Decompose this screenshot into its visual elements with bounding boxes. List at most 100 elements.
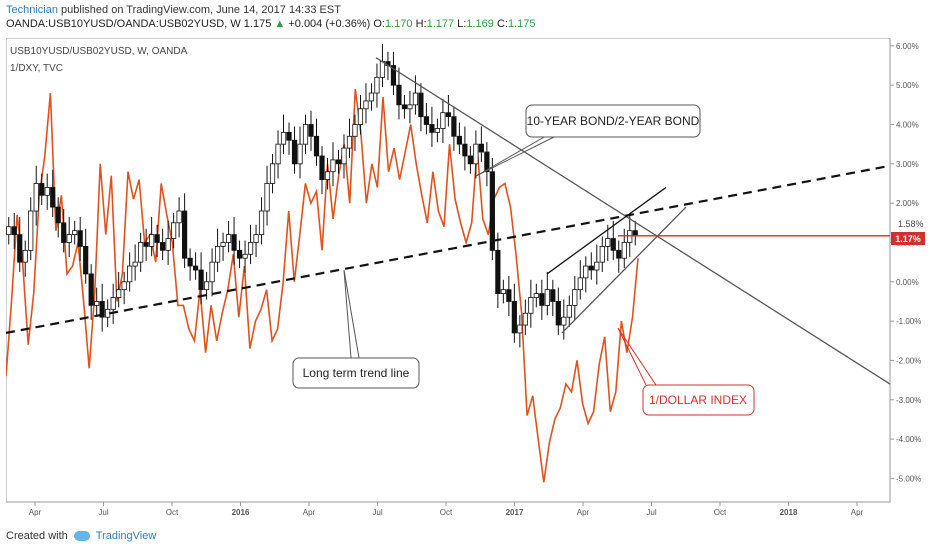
legend-overlay: 1/DXY, TVC (10, 63, 63, 74)
candle (616, 240, 622, 273)
x-tick-label: Jul (372, 508, 382, 517)
legend-main: USB10YUSD/USB02YUSD, W, OANDA (10, 46, 188, 57)
candle (302, 114, 309, 154)
close-label: C: (496, 18, 508, 30)
candle (22, 240, 28, 277)
candle (160, 228, 166, 261)
candle (341, 134, 347, 179)
badge-main: 1.17% (891, 232, 925, 245)
candle (588, 252, 594, 280)
candle (363, 83, 369, 124)
candle (522, 299, 528, 335)
high-label: H: (415, 18, 427, 30)
y-tick-label: -5.00% (896, 474, 921, 483)
y-tick-label: -4.00% (896, 435, 921, 444)
candle (214, 228, 221, 272)
chart-header: Technician published on TradingView.com,… (6, 3, 926, 31)
candle (610, 220, 616, 261)
x-tick-label: Apr (577, 508, 590, 517)
candle (517, 315, 523, 348)
candle (308, 110, 314, 151)
close-value: 1.175 (507, 18, 536, 30)
open-value: 1.170 (384, 18, 413, 30)
candle (313, 118, 320, 166)
x-tick-label: Oct (714, 508, 727, 517)
y-tick-label: -1.00% (896, 317, 921, 326)
candle (291, 126, 298, 174)
author-link[interactable]: Technician (6, 4, 58, 16)
candle (511, 283, 517, 343)
candle (528, 279, 534, 328)
y-tick-label: -3.00% (896, 396, 921, 405)
candle (143, 228, 149, 261)
candle (330, 142, 336, 187)
candle (72, 220, 78, 245)
badge-overlay: 1.58% (898, 219, 924, 229)
channel-lower-line (561, 206, 687, 334)
candle (11, 212, 17, 250)
candle (335, 150, 342, 174)
candle (396, 67, 402, 120)
y-tick-label: -2.00% (896, 356, 921, 365)
candle (231, 216, 237, 265)
price-change: +0.004 (+0.36%) (288, 18, 371, 30)
last-price: 1.175 (243, 18, 272, 30)
candle (572, 275, 578, 320)
x-tick-label: Apr (303, 508, 316, 517)
publish-line: Technician published on TradingView.com,… (6, 3, 926, 17)
candle (506, 275, 512, 317)
x-tick-label: Apr (29, 508, 42, 517)
candle (407, 91, 413, 124)
x-tick-label: Oct (440, 508, 453, 517)
candle (242, 240, 248, 273)
dollar-label: 1/DOLLAR INDEX (649, 393, 747, 407)
x-tick-label: Jul (98, 508, 108, 517)
candle (182, 193, 188, 269)
candle (374, 63, 380, 108)
candle (429, 106, 435, 147)
candle (61, 209, 67, 253)
y-tick-label: 6.00% (896, 42, 919, 51)
y-tick-label: 3.00% (896, 160, 919, 169)
candle (33, 165, 39, 226)
candle (577, 260, 583, 300)
candle (88, 264, 94, 320)
candle (121, 271, 127, 305)
trend-callout: Long term trend line (292, 269, 420, 389)
candle (127, 252, 133, 292)
main-last-label: 1.17% (895, 234, 921, 244)
candle (192, 252, 199, 280)
candle (544, 271, 550, 316)
candle (418, 83, 424, 132)
candle (6, 216, 12, 245)
low-label: L: (457, 18, 467, 30)
candle (440, 98, 446, 143)
candle (456, 122, 462, 154)
candle (478, 126, 484, 162)
chart-area[interactable]: 6.00%5.00%4.00%3.00%2.00%1.00%0.00%-1.00… (5, 37, 926, 523)
bond-label: 10-YEAR BOND/2-YEAR BOND (527, 114, 700, 128)
candle (368, 83, 375, 111)
candle (594, 244, 600, 285)
x-tick-label: 2018 (780, 508, 798, 517)
candle (500, 279, 506, 304)
candle (495, 232, 501, 309)
candle (77, 216, 83, 261)
trend-label: Long term trend line (303, 366, 410, 380)
candle (467, 146, 473, 174)
candle (489, 157, 495, 261)
candle (55, 197, 61, 238)
tradingview-link[interactable]: TradingView (95, 530, 157, 542)
up-arrow-icon: ▲ (274, 18, 286, 30)
descending-resistance-line (375, 57, 891, 385)
candle (352, 114, 358, 151)
publish-info: published on TradingView.com, June 14, 2… (61, 4, 341, 16)
candle (324, 157, 331, 190)
dxy-series-line (5, 88, 639, 483)
candle (44, 173, 50, 210)
y-tick-label: 2.00% (896, 199, 919, 208)
candle (357, 95, 364, 135)
candle (110, 283, 116, 324)
price-chart[interactable]: 6.00%5.00%4.00%3.00%2.00%1.00%0.00%-1.00… (5, 37, 926, 523)
candle (533, 283, 539, 308)
